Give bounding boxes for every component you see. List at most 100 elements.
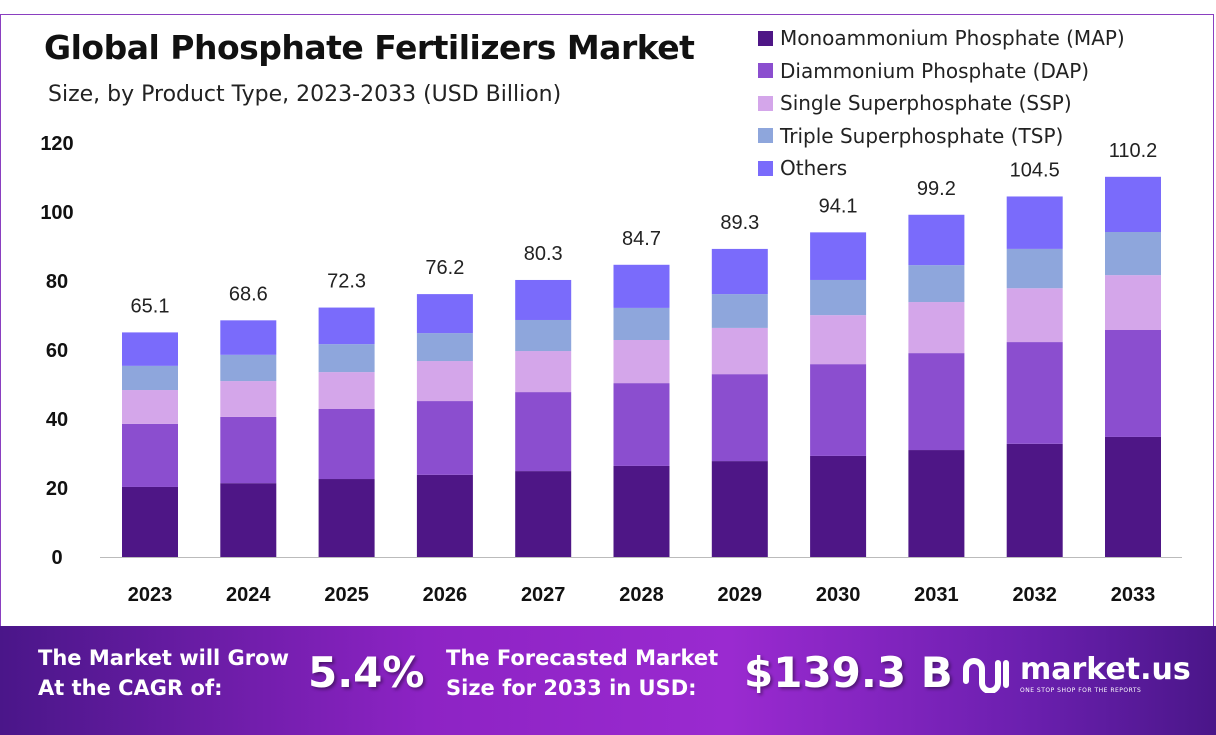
- bar-segment: [613, 307, 670, 340]
- legend-item: Diammonium Phosphate (DAP): [758, 55, 1125, 88]
- legend-label: Monoammonium Phosphate (MAP): [780, 26, 1125, 51]
- x-tick-label: 2030: [816, 584, 861, 606]
- bar-segment: [515, 471, 572, 557]
- x-tick-label: 2026: [423, 584, 468, 606]
- cagr-label-line2: At the CAGR of:: [38, 676, 223, 700]
- legend-label: Triple Superphosphate (TSP): [780, 123, 1064, 148]
- x-tick-label: 2029: [718, 584, 763, 606]
- bar-segment: [1105, 232, 1161, 276]
- bar-segment: [122, 365, 178, 391]
- y-tick-label: 60: [46, 340, 68, 362]
- bar-segment: [122, 390, 178, 424]
- bar-segment: [416, 361, 473, 402]
- bar-segment: [122, 423, 178, 487]
- bar-segment: [220, 416, 277, 484]
- bar-segment: [711, 461, 768, 557]
- bar-segment: [908, 302, 965, 354]
- bar-segment: [711, 294, 768, 328]
- market-us-logo: market.us ONE STOP SHOP FOR THE REPORTS: [960, 652, 1191, 694]
- logo-mark-icon: [963, 658, 1009, 693]
- x-tick-label: 2027: [521, 584, 566, 606]
- bar-segment: [220, 320, 277, 355]
- legend-item: Triple Superphosphate (TSP): [758, 120, 1125, 153]
- bar-total-label: 76.2: [425, 257, 464, 279]
- legend-item: Others: [758, 152, 1125, 185]
- legend-label: Diammonium Phosphate (DAP): [780, 58, 1090, 83]
- chart-title: Global Phosphate Fertilizers Market: [44, 28, 695, 67]
- bar-segment: [613, 264, 670, 308]
- bar-segment: [1105, 436, 1161, 557]
- bar-segment: [1006, 248, 1063, 289]
- legend-swatch: [758, 30, 773, 46]
- legend-label: Single Superphosphate (SSP): [780, 91, 1072, 116]
- bar-segment: [1006, 196, 1063, 249]
- bar-total-label: 72.3: [327, 271, 366, 293]
- forecast-label-line2: Size for 2033 in USD:: [446, 676, 697, 700]
- bar-segment: [515, 319, 572, 352]
- x-tick-label: 2031: [914, 584, 959, 606]
- bar-segment: [810, 455, 867, 557]
- bar-segment: [318, 408, 375, 480]
- bar-segment: [515, 351, 572, 393]
- y-tick-label: 120: [40, 133, 73, 155]
- bar-segment: [613, 339, 670, 384]
- bar-segment: [613, 465, 670, 557]
- legend-swatch: [758, 128, 773, 144]
- chart-frame: [0, 14, 1214, 626]
- forecast-label: The Forecasted Market Size for 2033 in U…: [446, 643, 718, 703]
- bar-segment: [810, 364, 867, 456]
- bar-segment: [318, 307, 375, 345]
- bar-total-label: 99.2: [917, 178, 956, 200]
- bar-segment: [810, 315, 867, 365]
- bar-segment: [220, 483, 277, 557]
- bar-segment: [711, 374, 768, 462]
- bar-segment: [711, 327, 768, 375]
- bar-segment: [318, 372, 375, 409]
- bar-segment: [122, 486, 178, 557]
- y-tick-label: 80: [46, 271, 68, 293]
- bar-segment: [711, 248, 768, 295]
- bar-segment: [810, 279, 867, 316]
- bar-segment: [318, 344, 375, 373]
- bar-segment: [908, 265, 965, 303]
- bar-segment: [613, 383, 670, 466]
- legend-item: Monoammonium Phosphate (MAP): [758, 22, 1125, 55]
- x-tick-label: 2028: [619, 584, 664, 606]
- bar-segment: [1105, 329, 1161, 437]
- cagr-label: The Market will Grow At the CAGR of:: [38, 643, 289, 703]
- bar-total-label: 65.1: [131, 295, 170, 317]
- bar-segment: [416, 401, 473, 475]
- bar-total-label: 84.7: [622, 228, 661, 250]
- legend-item: Single Superphosphate (SSP): [758, 87, 1125, 120]
- bar-total-label: 110.2: [1109, 140, 1158, 162]
- stacked-bar-chart: 0 20 40 60 80 100 120 65.1 2023 68.6 2024 72.3 2025 7…: [40, 133, 1182, 606]
- y-tick-label: 40: [46, 409, 68, 431]
- bar-segment: [515, 279, 572, 320]
- bar-segment: [1105, 275, 1161, 330]
- bar-segment: [1006, 443, 1063, 557]
- bar-segment: [810, 232, 867, 280]
- bar-total-label: 68.6: [229, 283, 268, 305]
- cagr-label-line1: The Market will Grow: [38, 646, 289, 670]
- bar-total-label: 104.5: [1010, 159, 1060, 181]
- x-tick-label: 2032: [1012, 584, 1057, 606]
- legend-label: Others: [780, 156, 848, 181]
- x-tick-label: 2025: [324, 584, 369, 606]
- bar-segment: [908, 450, 965, 557]
- logo-name: market.us: [1020, 652, 1191, 687]
- x-tick-label: 2024: [226, 584, 271, 606]
- forecast-label-line1: The Forecasted Market: [446, 646, 719, 670]
- bar-segment: [122, 332, 178, 366]
- chart-subtitle: Size, by Product Type, 2023-2033 (USD Bi…: [48, 82, 562, 107]
- y-tick-label: 0: [51, 547, 62, 569]
- legend: Monoammonium Phosphate (MAP) Diammonium P…: [758, 22, 1125, 185]
- bar-segment: [1006, 288, 1063, 343]
- legend-swatch: [758, 63, 773, 79]
- bar-segment: [1105, 176, 1161, 233]
- y-tick-label: 100: [40, 202, 73, 224]
- legend-swatch: [758, 160, 773, 176]
- bar-total-label: 94.1: [819, 195, 858, 217]
- bar-segment: [416, 294, 473, 334]
- legend-swatch: [758, 95, 773, 111]
- summary-banner: The Market will Grow At the CAGR of: 5.4…: [0, 626, 1216, 735]
